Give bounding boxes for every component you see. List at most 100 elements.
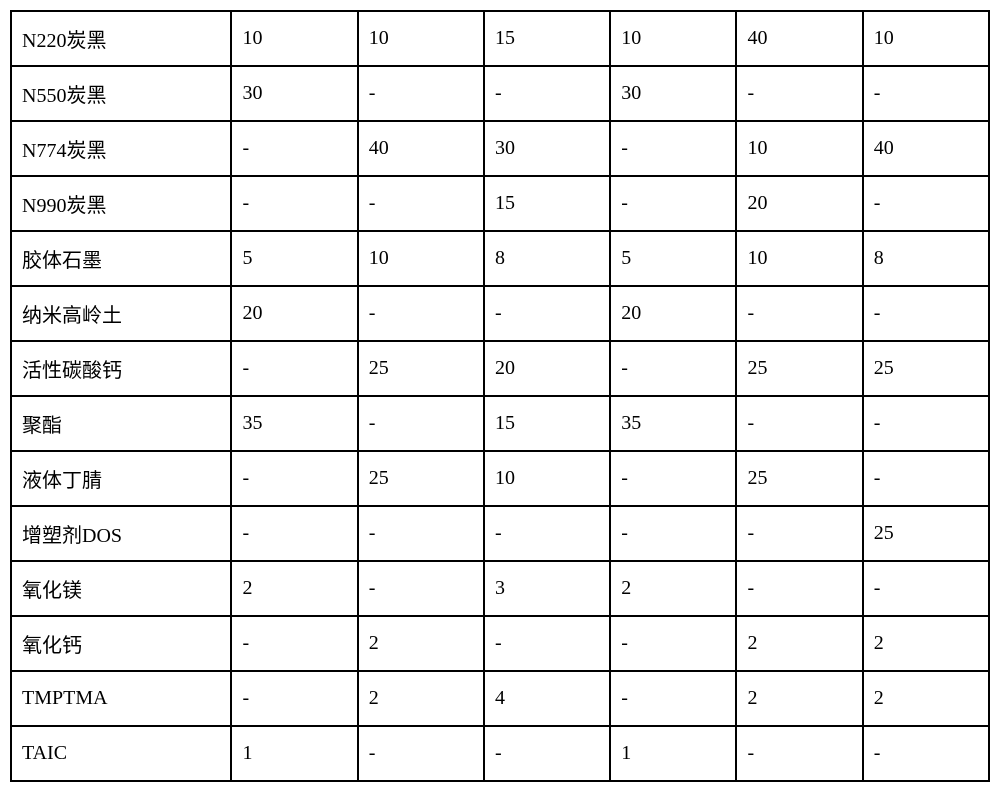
cell: 20 — [610, 286, 736, 341]
cell: 35 — [610, 396, 736, 451]
table-row: 聚酯 35 - 15 35 - - — [11, 396, 989, 451]
table-row: N990炭黑 - - 15 - 20 - — [11, 176, 989, 231]
cell: - — [610, 671, 736, 726]
cell: - — [863, 561, 989, 616]
cell: 40 — [736, 11, 862, 66]
cell: - — [358, 176, 484, 231]
cell: 10 — [736, 231, 862, 286]
cell: 25 — [736, 341, 862, 396]
cell: 2 — [231, 561, 357, 616]
table-row: TMPTMA - 2 4 - 2 2 — [11, 671, 989, 726]
cell: - — [736, 726, 862, 781]
cell: 1 — [231, 726, 357, 781]
table-row: N550炭黑 30 - - 30 - - — [11, 66, 989, 121]
cell: - — [610, 176, 736, 231]
cell: 3 — [484, 561, 610, 616]
cell: 10 — [358, 11, 484, 66]
table-row: 活性碳酸钙 - 25 20 - 25 25 — [11, 341, 989, 396]
cell: - — [610, 451, 736, 506]
row-label: N220炭黑 — [11, 11, 231, 66]
table-row: 增塑剂DOS - - - - - 25 — [11, 506, 989, 561]
cell: 25 — [358, 451, 484, 506]
cell: - — [231, 506, 357, 561]
cell: - — [863, 66, 989, 121]
cell: - — [736, 506, 862, 561]
cell: - — [863, 286, 989, 341]
cell: 10 — [610, 11, 736, 66]
cell: - — [231, 451, 357, 506]
cell: 2 — [863, 616, 989, 671]
table-row: 氧化镁 2 - 3 2 - - — [11, 561, 989, 616]
cell: - — [610, 341, 736, 396]
cell: - — [610, 121, 736, 176]
cell: 40 — [863, 121, 989, 176]
row-label: 胶体石墨 — [11, 231, 231, 286]
cell: 8 — [484, 231, 610, 286]
row-label: 增塑剂DOS — [11, 506, 231, 561]
cell: 2 — [736, 616, 862, 671]
cell: - — [863, 396, 989, 451]
cell: 20 — [736, 176, 862, 231]
table-row: N220炭黑 10 10 15 10 40 10 — [11, 11, 989, 66]
cell: 4 — [484, 671, 610, 726]
cell: - — [610, 616, 736, 671]
cell: - — [231, 671, 357, 726]
cell: - — [358, 396, 484, 451]
row-label: N990炭黑 — [11, 176, 231, 231]
cell: 25 — [863, 341, 989, 396]
cell: 10 — [736, 121, 862, 176]
cell: - — [231, 176, 357, 231]
row-label: N774炭黑 — [11, 121, 231, 176]
cell: 8 — [863, 231, 989, 286]
cell: 2 — [610, 561, 736, 616]
cell: - — [863, 451, 989, 506]
cell: 35 — [231, 396, 357, 451]
row-label: 氧化镁 — [11, 561, 231, 616]
cell: 25 — [358, 341, 484, 396]
cell: - — [736, 286, 862, 341]
cell: 1 — [610, 726, 736, 781]
cell: - — [736, 396, 862, 451]
cell: 20 — [484, 341, 610, 396]
cell: 5 — [610, 231, 736, 286]
table-row: TAIC 1 - - 1 - - — [11, 726, 989, 781]
cell: - — [484, 726, 610, 781]
cell: - — [358, 506, 484, 561]
row-label: 聚酯 — [11, 396, 231, 451]
row-label: 纳米高岭土 — [11, 286, 231, 341]
row-label: 活性碳酸钙 — [11, 341, 231, 396]
table-row: 胶体石墨 5 10 8 5 10 8 — [11, 231, 989, 286]
table-row: 液体丁腈 - 25 10 - 25 - — [11, 451, 989, 506]
cell: 15 — [484, 11, 610, 66]
cell: - — [358, 561, 484, 616]
row-label: TAIC — [11, 726, 231, 781]
cell: 25 — [863, 506, 989, 561]
cell: - — [484, 616, 610, 671]
row-label: 氧化钙 — [11, 616, 231, 671]
cell: 10 — [358, 231, 484, 286]
cell: - — [358, 66, 484, 121]
cell: 2 — [863, 671, 989, 726]
cell: 10 — [231, 11, 357, 66]
cell: 15 — [484, 176, 610, 231]
cell: - — [736, 561, 862, 616]
cell: 10 — [484, 451, 610, 506]
cell: - — [863, 726, 989, 781]
cell: - — [484, 66, 610, 121]
cell: 40 — [358, 121, 484, 176]
cell: - — [231, 616, 357, 671]
cell: 2 — [736, 671, 862, 726]
cell: - — [484, 286, 610, 341]
cell: - — [484, 506, 610, 561]
table-row: 氧化钙 - 2 - - 2 2 — [11, 616, 989, 671]
cell: 30 — [484, 121, 610, 176]
cell: - — [736, 66, 862, 121]
row-label: TMPTMA — [11, 671, 231, 726]
table-body: N220炭黑 10 10 15 10 40 10 N550炭黑 30 - - 3… — [11, 11, 989, 781]
row-label: N550炭黑 — [11, 66, 231, 121]
cell: - — [231, 121, 357, 176]
cell: 20 — [231, 286, 357, 341]
cell: - — [863, 176, 989, 231]
cell: 15 — [484, 396, 610, 451]
cell: 2 — [358, 616, 484, 671]
